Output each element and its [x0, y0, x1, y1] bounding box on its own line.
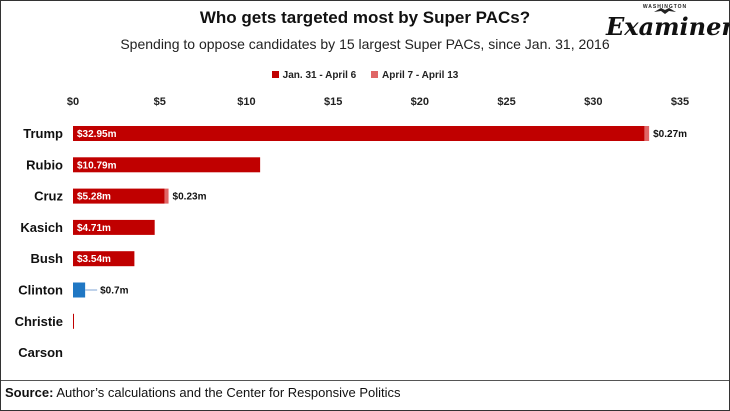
x-tick-label: $10	[237, 96, 255, 108]
brand-name: Examiner	[606, 12, 730, 41]
source-text: Author’s calculations and the Center for…	[56, 385, 401, 400]
bar-segment	[164, 188, 169, 204]
chart-title: Who gets targeted most by Super PACs?	[199, 8, 531, 27]
data-label: $0.23m	[173, 192, 207, 203]
bar-segment	[73, 282, 86, 298]
x-tick-label: $25	[497, 96, 515, 108]
bar-segment	[73, 126, 645, 141]
category-label: Clinton	[18, 283, 63, 298]
legend-item-series-2: April 7 - April 13	[371, 70, 458, 81]
legend-swatch-series-1	[271, 71, 279, 78]
x-tick-label: $15	[324, 96, 342, 108]
category-label: Christie	[15, 314, 63, 329]
x-tick-label: $35	[671, 96, 689, 108]
bar-segment	[73, 219, 155, 235]
category-label: Trump	[23, 126, 63, 141]
bar-segment	[73, 313, 74, 329]
data-label: $0.27m	[653, 129, 687, 140]
x-tick-label: $0	[67, 96, 79, 108]
brand-logo: WASHINGTON Examiner	[606, 4, 730, 52]
data-label: $32.95m	[77, 129, 117, 140]
bar-segment	[73, 251, 135, 267]
legend-item-series-1: Jan. 31 - April 6	[271, 70, 357, 81]
brand-top-text: WASHINGTON	[642, 4, 688, 10]
category-label: Rubio	[26, 157, 63, 172]
x-tick-label: $5	[154, 96, 166, 108]
bar-segment	[644, 126, 650, 141]
source-divider	[1, 380, 729, 381]
bar-segment	[73, 157, 261, 173]
category-label: Bush	[31, 251, 64, 266]
legend-label-series-1: Jan. 31 - April 6	[282, 70, 357, 81]
data-label: $0.7m	[100, 286, 128, 297]
data-label: $10.79m	[77, 160, 117, 171]
category-label: Cruz	[34, 189, 63, 204]
source-note: Source: Author’s calculations and the Ce…	[5, 385, 401, 400]
data-label: $3.54m	[77, 254, 111, 265]
chart-subtitle: Spending to oppose candidates by 15 larg…	[120, 36, 610, 52]
source-label: Source:	[5, 385, 54, 400]
data-label: $5.28m	[77, 192, 111, 203]
category-label: Carson	[18, 345, 63, 360]
eagle-icon	[654, 8, 676, 14]
bar-segment	[73, 188, 165, 204]
data-label: $4.71m	[77, 223, 111, 234]
x-tick-label: $30	[584, 96, 602, 108]
category-label: Kasich	[20, 220, 63, 235]
legend-label-series-2: April 7 - April 13	[382, 70, 459, 81]
x-tick-label: $20	[411, 96, 429, 108]
legend-swatch-series-2	[371, 71, 378, 78]
chart-legend: Jan. 31 - April 6 April 7 - April 13	[0, 70, 730, 81]
